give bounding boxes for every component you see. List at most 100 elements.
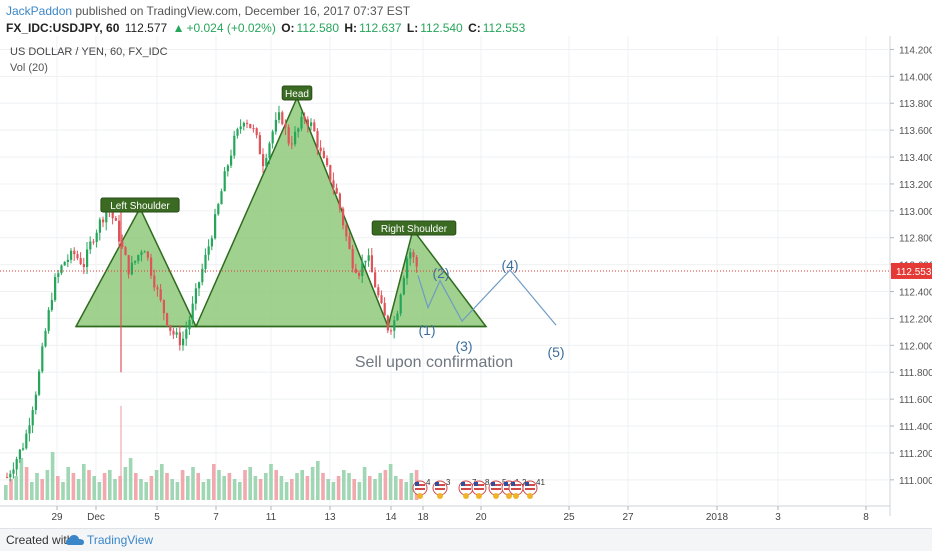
candle-body — [130, 262, 133, 275]
candle-body — [262, 154, 265, 167]
candle-body — [351, 248, 354, 269]
candle-body — [348, 236, 351, 249]
candle-body — [92, 241, 95, 243]
chart-canvas[interactable]: 114.200 114.000 113.800 113.600 113.400 113.2… — [0, 0, 932, 528]
y-tick-label: 112.400 — [899, 288, 932, 299]
volume-bar — [331, 482, 336, 500]
candle-body — [236, 129, 239, 136]
candle-body — [233, 135, 236, 156]
candle-body — [34, 394, 37, 411]
candle-body — [95, 232, 98, 242]
candle-body — [294, 131, 297, 145]
volume-bar — [170, 479, 174, 500]
volume-bar — [149, 476, 154, 500]
candle-body — [185, 329, 188, 339]
candle-body — [402, 278, 405, 295]
candle-body — [204, 254, 207, 269]
y-tick-label: 113.200 — [899, 180, 932, 191]
x-tick-label: 27 — [622, 512, 634, 523]
candle-body — [194, 288, 197, 304]
event-dot-icon — [463, 493, 469, 499]
volume-bar — [269, 464, 273, 500]
volume-bar — [71, 473, 76, 500]
volume-bar — [295, 473, 299, 500]
event-dot-icon — [476, 493, 482, 499]
tradingview-cloud-icon — [66, 535, 84, 545]
high-label: H: — [344, 21, 358, 35]
left-shoulder-label-bg — [100, 197, 180, 213]
candle-body — [326, 158, 329, 166]
candle-body — [153, 275, 156, 288]
candle-body — [396, 313, 399, 321]
us-flag-event-icon — [415, 488, 425, 490]
volume-bar — [24, 467, 29, 500]
volume-bar — [238, 482, 242, 500]
head-label-bg — [281, 85, 313, 101]
x-tick-label: 11 — [266, 512, 277, 523]
candle-body — [210, 238, 213, 247]
volume-bar — [30, 482, 34, 500]
volume-bar — [201, 482, 206, 500]
event-dot-icon — [506, 493, 512, 499]
volume-bar — [113, 479, 117, 500]
candle-body — [358, 272, 361, 276]
volume-bar — [128, 458, 133, 500]
candle-body — [313, 122, 316, 132]
volume-indicator-label: Vol (20) — [10, 62, 48, 74]
candle-body — [345, 225, 348, 237]
author-link[interactable]: JackPaddon — [6, 4, 73, 18]
candle-body — [367, 255, 370, 261]
candle-body — [252, 128, 255, 130]
us-flag-event-icon — [461, 488, 471, 490]
volume-bar — [394, 476, 398, 500]
wave-label: (2) — [432, 265, 449, 281]
candle-body — [140, 252, 143, 256]
candle-body — [198, 282, 201, 289]
candle-body — [50, 300, 53, 310]
candle-body — [105, 211, 108, 223]
candle-body — [217, 204, 220, 215]
volume-bar — [50, 452, 55, 500]
us-flag-event-icon — [461, 484, 471, 486]
candle-body — [303, 116, 306, 120]
candle-body — [156, 287, 159, 290]
us-flag-event-icon — [491, 484, 501, 486]
candle-body — [191, 303, 194, 320]
volume-bar — [108, 470, 112, 500]
candle-body — [82, 264, 85, 268]
event-dot-icon — [437, 493, 443, 499]
candle-body — [47, 309, 50, 331]
candle-body — [76, 254, 79, 259]
y-tick-label: 111.600 — [899, 395, 932, 406]
symbol-label[interactable]: FX_IDC:USDJPY, 60 — [6, 21, 120, 35]
candle-body — [374, 272, 377, 288]
candle-body — [230, 155, 233, 166]
current-price-label: 112.553 — [896, 267, 932, 278]
volume-bar — [180, 470, 185, 500]
event-dot-icon — [513, 493, 519, 499]
candle-body — [41, 346, 44, 372]
candle-body — [201, 268, 204, 283]
candle-body — [268, 143, 271, 159]
wave-label: (3) — [455, 338, 472, 354]
candle-body — [310, 122, 313, 126]
volume-bar — [321, 473, 325, 500]
x-tick-label: 3 — [775, 512, 781, 523]
current-price-label-bg — [891, 262, 932, 279]
y-tick-label: 113.600 — [899, 126, 932, 137]
volume-bar — [383, 470, 388, 500]
open-value: 112.580 — [296, 21, 340, 35]
tradingview-link[interactable]: TradingView — [87, 533, 154, 547]
candle-body — [226, 165, 229, 172]
volume-bar — [35, 473, 39, 500]
candle-body — [66, 259, 69, 262]
volume-bar — [404, 482, 408, 500]
candle-body — [415, 257, 418, 267]
volume-bar — [82, 464, 86, 500]
low-value: 112.540 — [420, 21, 463, 35]
candle-body — [169, 325, 172, 331]
candle-body — [124, 247, 127, 256]
candle-body — [246, 122, 249, 124]
right-shoulder-label: Right Shoulder — [381, 224, 448, 235]
candle-body — [214, 214, 217, 239]
